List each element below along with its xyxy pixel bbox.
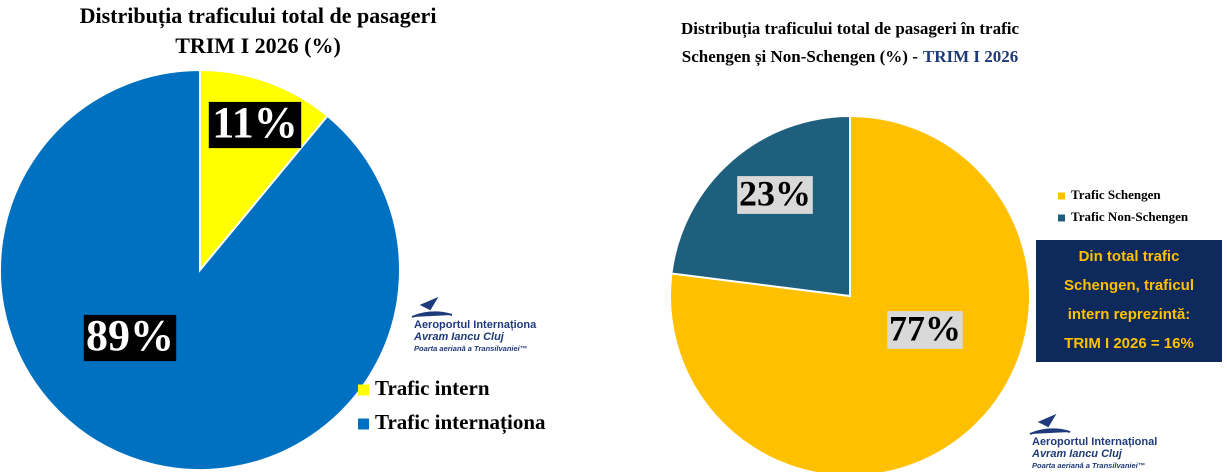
logo-plane xyxy=(411,296,453,318)
legend-label: Trafic internaționa xyxy=(375,410,546,435)
legend-label: Trafic Non-Schengen xyxy=(1071,209,1189,224)
pie-slice xyxy=(0,68,401,471)
annotation-line: Schengen, traficul xyxy=(1064,277,1194,294)
legend-swatch xyxy=(358,418,369,430)
title-line: TRIM I 2026 (%) xyxy=(175,33,341,58)
pie-slice xyxy=(669,114,1031,472)
label-box xyxy=(208,101,302,149)
annotation-line: Din total trafic xyxy=(1079,248,1180,265)
chart-title: TRIM I 2026 (%) xyxy=(175,33,341,58)
logo-text: Avram Iancu Cluj xyxy=(1031,448,1123,460)
data-label: 23% xyxy=(739,173,811,213)
data-label: 77% xyxy=(889,308,961,348)
title-line: Schengen și Non-Schengen (%) - xyxy=(682,47,918,67)
legend-label: Trafic intern xyxy=(375,376,490,400)
annotation-line: TRIM I 2026 = 16% xyxy=(1064,335,1194,352)
logo-text: Avram Iancu Cluj xyxy=(413,331,505,343)
title-line: Distribuția traficului total de pasageri… xyxy=(681,19,1020,39)
legend-swatch xyxy=(358,384,369,396)
chart-title: Distribuția traficului total de pasageri… xyxy=(681,19,1020,39)
logo-text: Aeroportul Internaționa xyxy=(414,319,537,331)
logo-text: Poarta aeriană a Transilvaniei™ xyxy=(1032,461,1145,470)
logo-text: Aeroportul Internațional xyxy=(1032,436,1157,448)
data-label: 11% xyxy=(212,98,298,147)
legend-label: Trafic Schengen xyxy=(1071,187,1161,202)
chart-title: Schengen și Non-Schengen (%) - TRIM I 202… xyxy=(682,47,1019,67)
label-box xyxy=(887,311,963,349)
legend-swatch xyxy=(1058,214,1065,222)
label-box xyxy=(83,314,177,362)
logo-plane xyxy=(1029,413,1071,435)
title-line: Distribuția traficului total de pasageri xyxy=(80,3,437,29)
logo-text: Poarta aeriană a Transilvaniei™ xyxy=(414,344,527,353)
annotation-box xyxy=(1036,240,1222,362)
label-box xyxy=(737,176,813,214)
right-panel: Distribuția traficului total de pasageri… xyxy=(669,19,1222,472)
chart-title: Distribuția traficului total de pasageri xyxy=(80,3,437,29)
left-panel: Distribuția traficului total de pasageri… xyxy=(0,3,546,471)
legend-swatch xyxy=(1058,192,1065,200)
data-label: 89% xyxy=(86,311,174,360)
title-highlight: TRIM I 2026 xyxy=(923,47,1018,66)
annotation-line: intern reprezintă: xyxy=(1068,306,1191,323)
